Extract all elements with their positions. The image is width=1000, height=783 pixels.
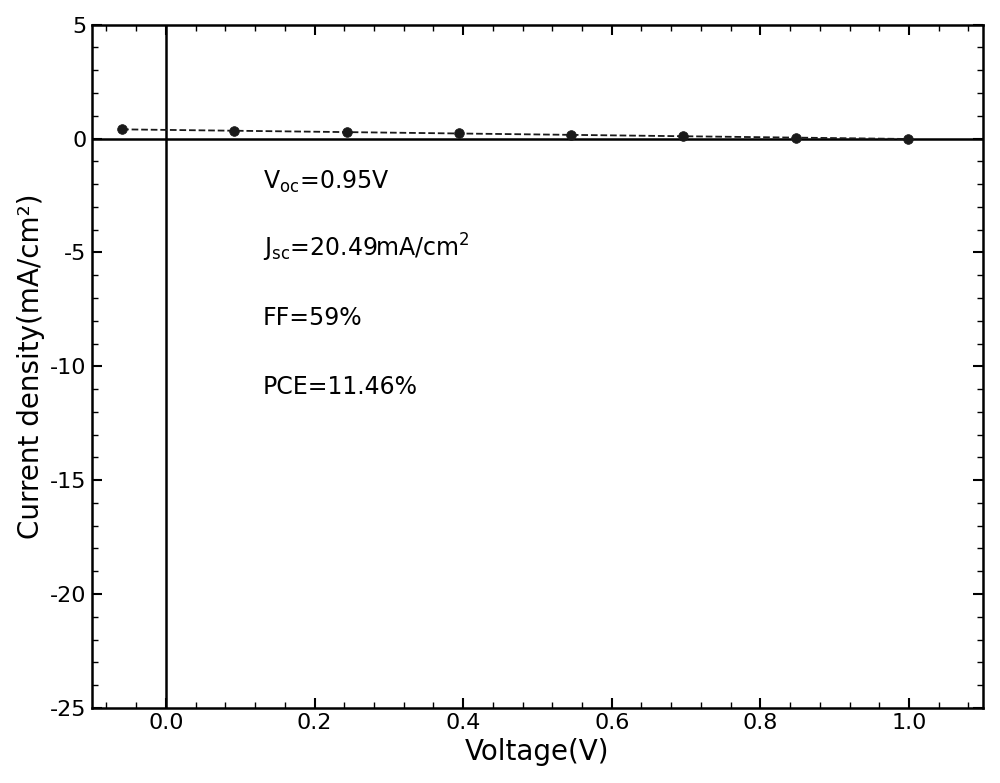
Text: $\mathrm{J_{sc}}$=20.49mA/cm$^{2}$: $\mathrm{J_{sc}}$=20.49mA/cm$^{2}$ [263, 233, 469, 265]
Text: FF=59%: FF=59% [263, 306, 362, 330]
Text: $\mathrm{V_{oc}}$=0.95V: $\mathrm{V_{oc}}$=0.95V [263, 168, 389, 195]
Y-axis label: Current density(mA/cm²): Current density(mA/cm²) [17, 193, 45, 539]
Text: PCE=11.46%: PCE=11.46% [263, 374, 418, 399]
X-axis label: Voltage(V): Voltage(V) [465, 738, 610, 767]
